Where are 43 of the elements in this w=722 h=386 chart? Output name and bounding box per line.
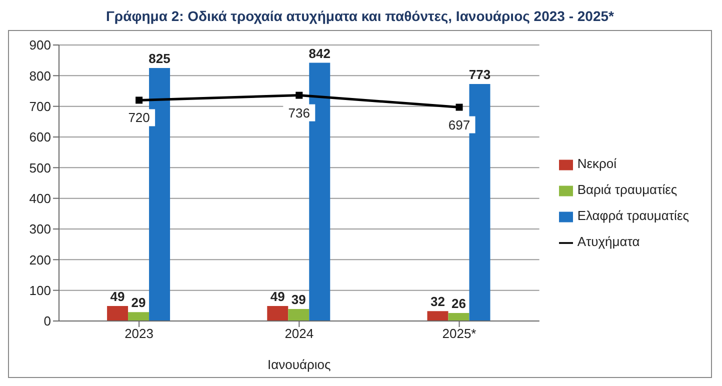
data-label: 29 (131, 295, 146, 310)
bar (469, 84, 490, 321)
bar (309, 62, 330, 321)
data-label: 32 (430, 294, 445, 310)
legend-label: Ατυχήματα (577, 234, 640, 249)
y-tick-label: 600 (29, 130, 51, 145)
point (456, 104, 463, 111)
y-tick-label: 700 (29, 98, 51, 114)
data-label: 39 (291, 292, 306, 308)
data-label: 736 (288, 105, 310, 120)
y-tick-label: 900 (29, 38, 51, 53)
legend-label: Νεκροί (577, 156, 617, 171)
bar (267, 306, 288, 321)
data-label: 720 (128, 110, 150, 126)
bar (427, 311, 448, 321)
x-axis-title: Ιανουάριος (268, 357, 331, 372)
data-label: 49 (110, 288, 125, 304)
data-label: 49 (270, 288, 285, 304)
y-tick-label: 100 (29, 282, 51, 298)
data-label: 842 (308, 46, 330, 61)
x-tick-label: 2024 (284, 326, 314, 342)
bar (288, 309, 310, 321)
point (136, 96, 143, 104)
bar (149, 68, 170, 321)
y-tick-label: 200 (29, 252, 51, 268)
legend-label: Βαριά τραυματίες (577, 182, 678, 197)
x-tick-label: 2025* (442, 326, 476, 342)
bar (128, 312, 150, 321)
data-label: 26 (452, 296, 466, 312)
y-tick-label: 500 (29, 160, 51, 176)
y-tick-label: 0 (44, 314, 51, 329)
y-tick-label: 800 (29, 68, 51, 84)
y-tick-label: 400 (29, 190, 51, 206)
bar (448, 313, 470, 321)
bar (107, 306, 128, 321)
y-tick-label: 300 (29, 222, 51, 237)
x-tick-label: 2023 (124, 326, 154, 342)
point (296, 92, 303, 99)
legend-label: Ελαφρά τραυματίες (577, 208, 689, 223)
chart-title: Γράφημα 2: Οδικά τροχαία ατυχήματα και παθόντες, Ιανουάριος 2023 - 2025* (105, 8, 615, 26)
data-label: 697 (448, 117, 470, 132)
data-label: 773 (468, 66, 491, 82)
data-label: 825 (148, 51, 170, 66)
